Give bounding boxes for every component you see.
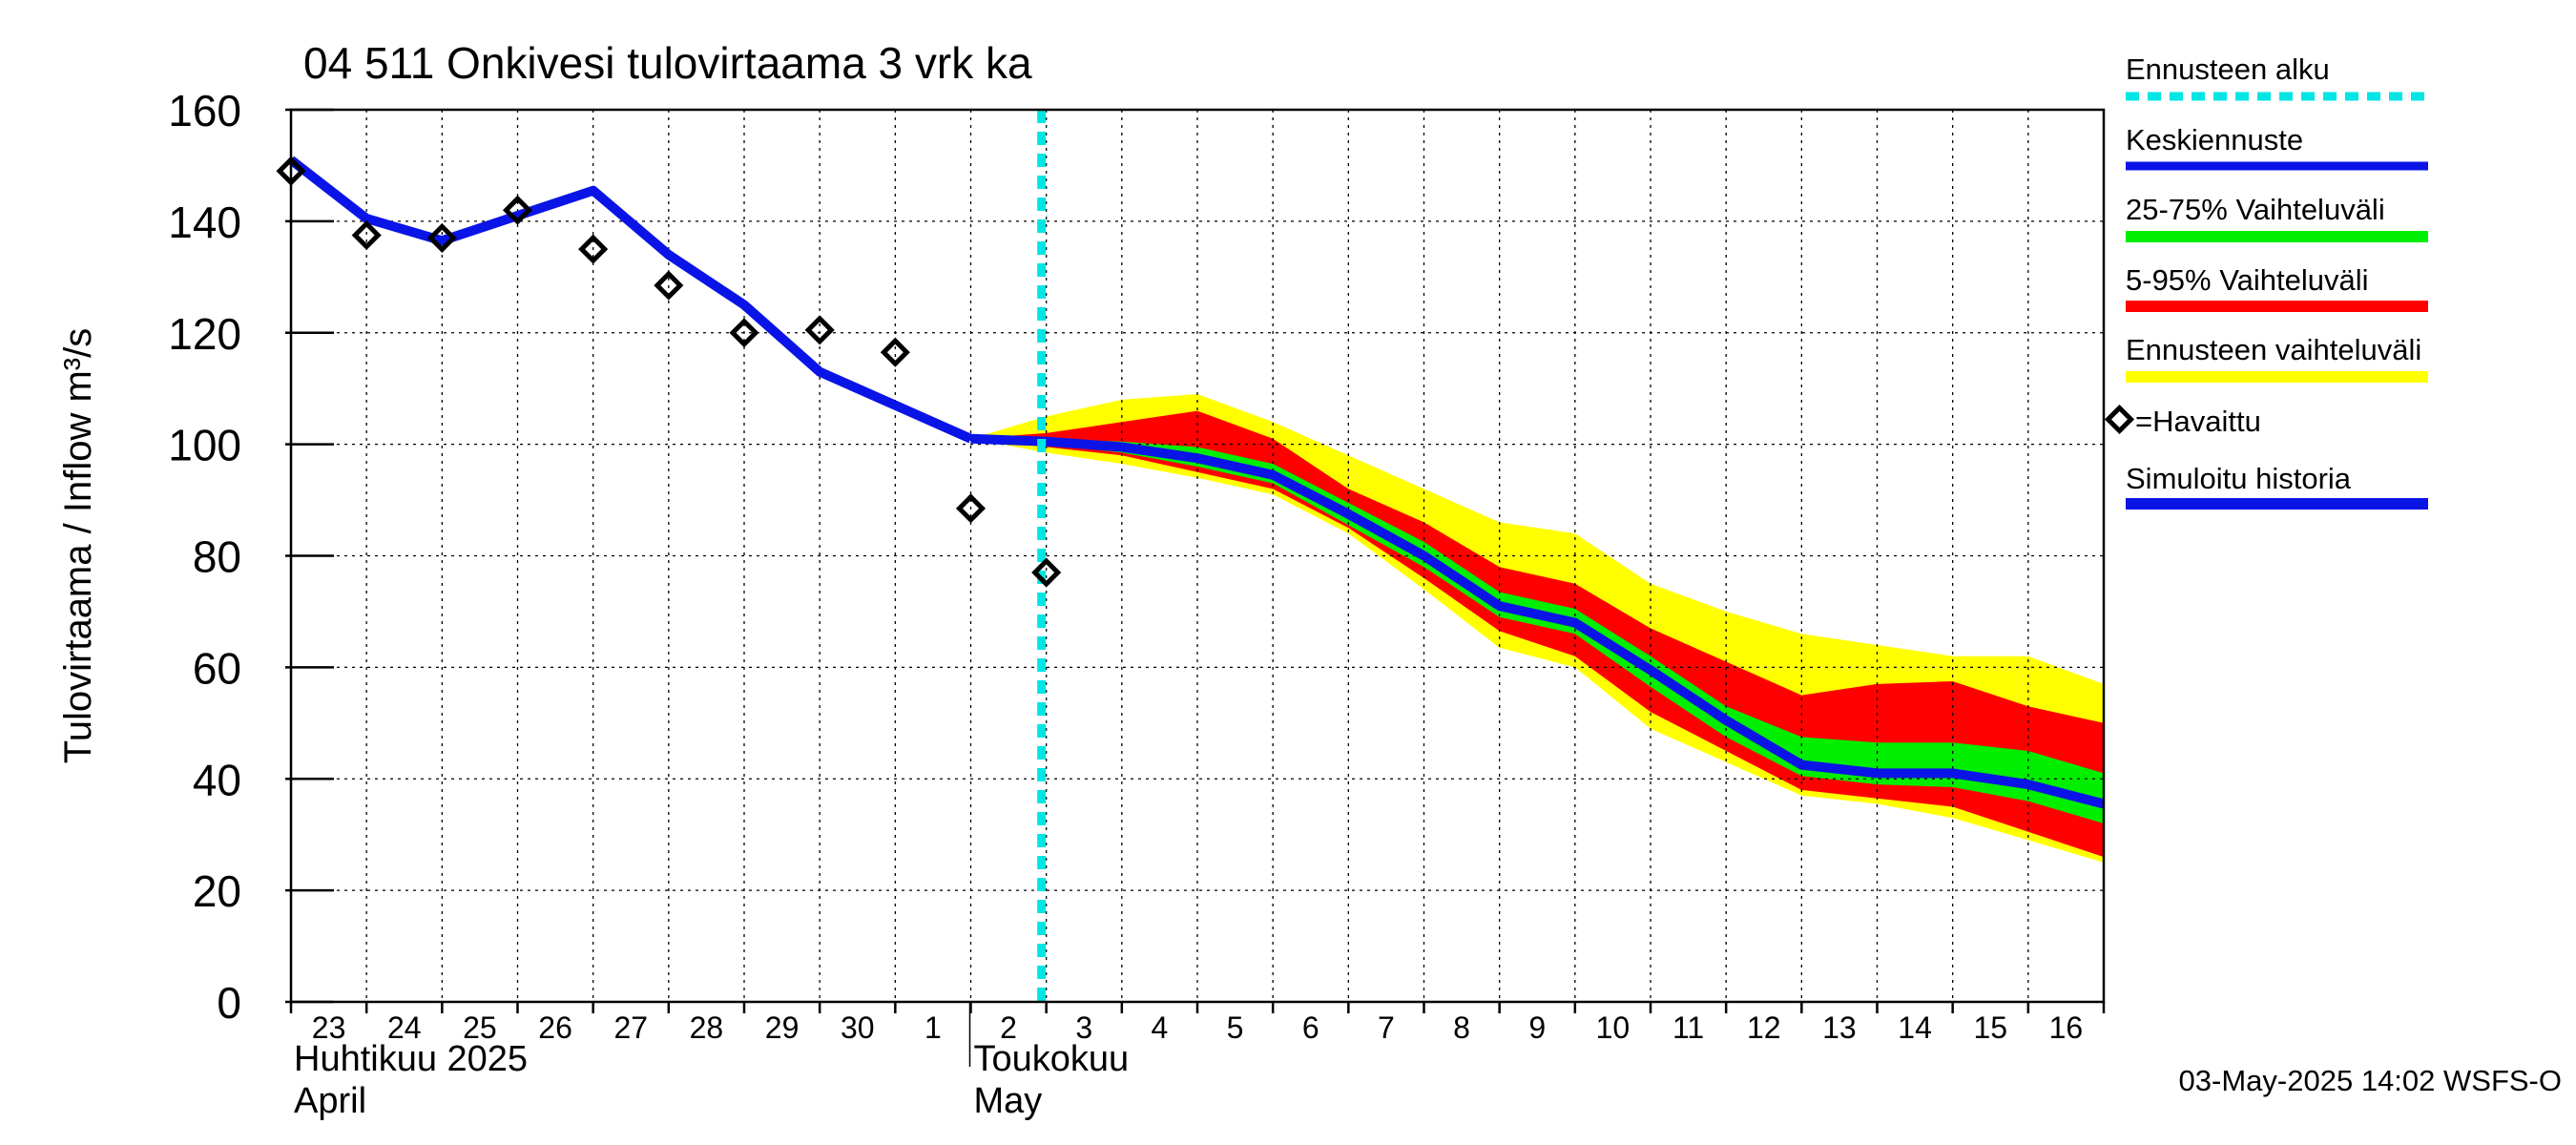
month-label-fi: Toukokuu <box>974 1039 1130 1079</box>
x-tick-label: 6 <box>1302 1010 1319 1045</box>
y-tick-label: 40 <box>193 755 241 804</box>
x-tick-label: 10 <box>1596 1010 1631 1045</box>
x-tick-label: 5 <box>1227 1010 1244 1045</box>
legend-forecast-start-label: Ennusteen alku <box>2126 52 2330 86</box>
observed-point <box>880 337 910 367</box>
x-tick-label: 13 <box>1822 1010 1857 1045</box>
x-tick-label: 12 <box>1747 1010 1781 1045</box>
x-tick-label: 14 <box>1898 1010 1932 1045</box>
legend-mean-forecast-label: Keskiennuste <box>2126 123 2303 156</box>
month-label-fi: Huhtikuu 2025 <box>294 1039 528 1079</box>
observed-point <box>502 195 533 225</box>
y-tick-label: 20 <box>193 866 241 916</box>
observed-point <box>426 222 457 253</box>
x-tick-label: 23 <box>312 1010 346 1045</box>
y-tick-label: 0 <box>217 978 241 1028</box>
legend-full-range-label: Ennusteen vaihteluväli <box>2126 333 2421 366</box>
month-label-en: May <box>974 1081 1043 1121</box>
legend-simulated-label: Simuloitu historia <box>2126 462 2352 495</box>
month-label-en: April <box>294 1081 366 1121</box>
x-tick-label: 26 <box>538 1010 572 1045</box>
band-25-75 <box>970 438 2104 823</box>
observed-point <box>351 219 382 251</box>
forecast-bands <box>970 394 2104 863</box>
observed-point <box>276 156 306 186</box>
chart-title: 04 511 Onkivesi tulovirtaama 3 vrk ka <box>303 38 1032 88</box>
series-lines <box>287 110 2106 1002</box>
y-tick-label: 100 <box>168 421 241 470</box>
x-tick-label: 3 <box>1075 1010 1092 1045</box>
observed-point <box>578 234 609 264</box>
legend: Ennusteen alku Keskiennuste 25-75% Vaiht… <box>2104 52 2428 510</box>
legend-25-75-label: 25-75% Vaihteluväli <box>2126 193 2385 226</box>
x-tick-label: 27 <box>613 1010 648 1045</box>
observed-points <box>276 156 1062 588</box>
simulated-history-line <box>287 156 973 444</box>
x-tick-label: 29 <box>765 1010 800 1045</box>
footer-timestamp: 03-May-2025 14:02 WSFS-O <box>2179 1064 2562 1097</box>
x-tick-label: 16 <box>2049 1010 2084 1045</box>
band-5-95 <box>970 410 2104 858</box>
y-tick-label: 60 <box>193 643 241 693</box>
observed-point <box>804 315 835 345</box>
observed-point <box>1031 557 1062 588</box>
x-tick-label: 28 <box>690 1010 724 1045</box>
x-tick-label: 4 <box>1152 1010 1169 1045</box>
observed-point <box>955 493 987 524</box>
y-tick-label: 80 <box>193 532 241 582</box>
x-tick-label: 11 <box>1672 1010 1704 1045</box>
y-axis-label: Tulovirtaama / Inflow m³/s <box>57 328 99 763</box>
mean-forecast-line <box>970 433 2106 809</box>
x-tick-label: 15 <box>1973 1010 2007 1045</box>
x-tick-label: 7 <box>1378 1010 1395 1045</box>
legend-observed-label: =Havaittu <box>2135 405 2261 438</box>
x-tick-label: 1 <box>924 1010 942 1045</box>
y-tick-label: 160 <box>168 86 241 135</box>
legend-5-95-label: 5-95% Vaihteluväli <box>2126 263 2368 297</box>
x-tick-label: 30 <box>841 1010 875 1045</box>
x-tick-label: 25 <box>463 1010 497 1045</box>
x-tick-label: 9 <box>1528 1010 1546 1045</box>
x-tick-label: 8 <box>1453 1010 1470 1045</box>
chart-grid <box>291 110 2104 1002</box>
x-tick-label: 2 <box>1000 1010 1017 1045</box>
y-tick-label: 140 <box>168 198 241 247</box>
legend-observed-marker <box>2104 404 2135 435</box>
observed-point <box>654 270 684 301</box>
observed-point <box>729 318 759 348</box>
y-tick-label: 120 <box>168 309 241 359</box>
x-tick-label: 24 <box>387 1010 422 1045</box>
